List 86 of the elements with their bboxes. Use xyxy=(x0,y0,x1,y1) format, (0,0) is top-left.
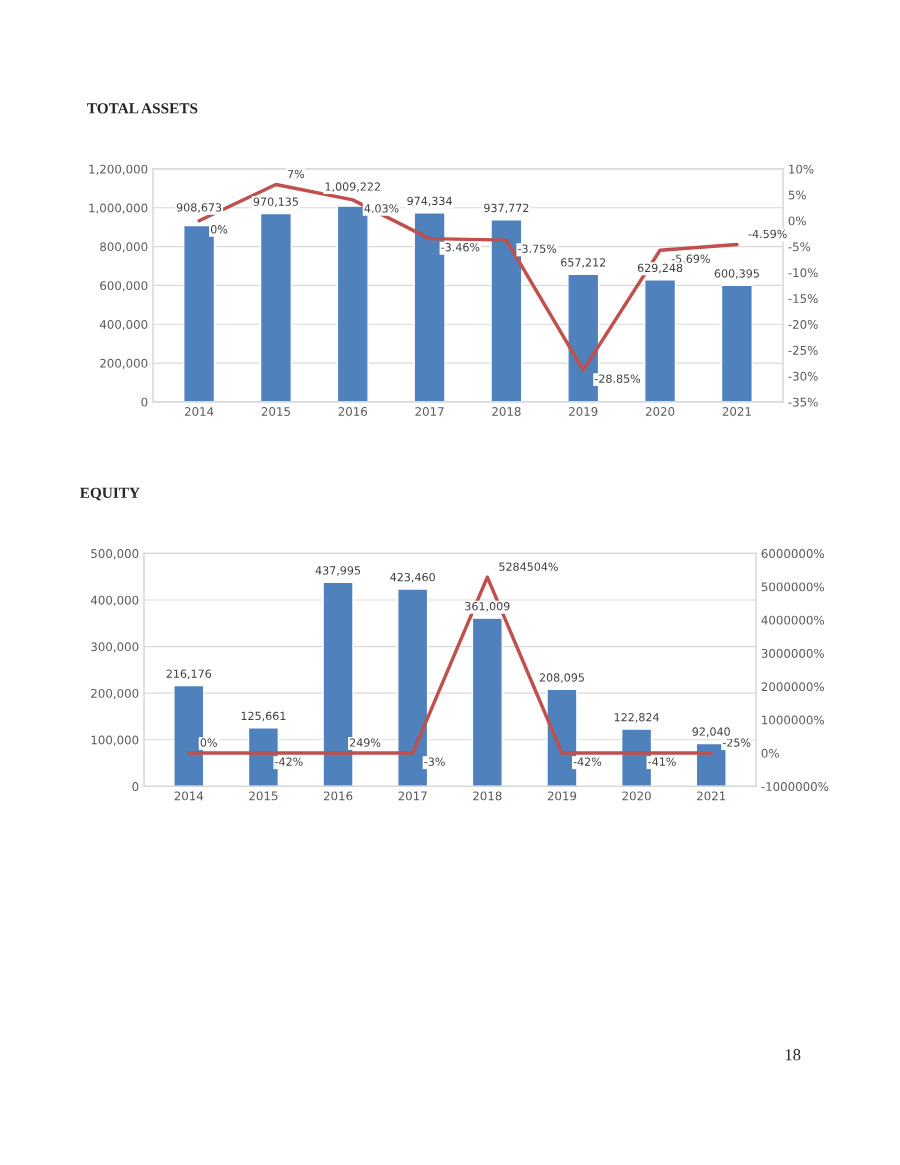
data-label: 970,135 xyxy=(253,197,298,207)
data-label: -3.75% xyxy=(518,244,557,253)
y-tick-label: 200,000 xyxy=(91,688,139,700)
data-label: 0% xyxy=(210,225,228,234)
y2-tick-label: 0% xyxy=(761,748,779,758)
data-label: -41% xyxy=(648,757,676,766)
data-label: 5284504% xyxy=(499,562,558,571)
y2-tick-label: -30% xyxy=(788,371,818,381)
y2-tick-label: -20% xyxy=(788,319,818,329)
bar xyxy=(471,617,503,787)
x-tick-label: 2015 xyxy=(261,406,290,416)
data-label: -42% xyxy=(573,757,602,766)
data-label: 629,248 xyxy=(637,263,683,274)
y-tick-label: 200,000 xyxy=(100,358,148,369)
x-tick-label: 2021 xyxy=(697,791,726,801)
data-label: -5.69% xyxy=(671,254,710,263)
x-tick-label: 2020 xyxy=(645,406,675,416)
y2-tick-label: 5000000% xyxy=(761,582,824,592)
y-tick-label: 400,000 xyxy=(99,319,148,331)
data-label: 600,395 xyxy=(714,269,759,279)
y2-tick-label: -15% xyxy=(788,294,818,304)
bar xyxy=(259,212,292,402)
y2-tick-label: -25% xyxy=(788,345,818,355)
y2-tick-label: 3000000% xyxy=(761,648,824,658)
y-tick-label: 1,200,000 xyxy=(89,164,148,175)
x-tick-label: 2017 xyxy=(398,791,427,801)
y-tick-label: 100,000 xyxy=(91,735,139,746)
data-label: 0% xyxy=(200,738,217,747)
x-tick-label: 2019 xyxy=(569,406,598,416)
bar xyxy=(644,279,677,402)
data-label: 216,176 xyxy=(166,669,212,680)
data-label: 423,460 xyxy=(390,572,435,583)
x-tick-label: 2015 xyxy=(249,791,278,801)
y-tick-label: 600,000 xyxy=(100,281,148,292)
x-tick-label: 2016 xyxy=(338,406,368,416)
data-label: -3.46% xyxy=(441,242,480,252)
y-tick-label: 0 xyxy=(132,782,139,792)
y-tick-label: 300,000 xyxy=(91,642,139,653)
data-label: -42% xyxy=(275,757,303,766)
y2-tick-label: 4000000% xyxy=(761,615,824,625)
y2-tick-label: -1000000% xyxy=(761,782,829,792)
data-label: 249% xyxy=(349,738,381,747)
y-tick-label: 400,000 xyxy=(90,595,139,606)
y2-tick-label: -5% xyxy=(788,242,811,252)
data-label: -3% xyxy=(424,757,445,766)
data-label: 7% xyxy=(287,169,305,179)
data-label: -28.85% xyxy=(594,374,641,383)
y2-tick-label: -10% xyxy=(788,268,818,278)
x-tick-label: 2014 xyxy=(184,406,214,416)
data-label: 92,040 xyxy=(692,727,730,737)
y-tick-label: 1,000,000 xyxy=(89,203,148,214)
x-tick-label: 2016 xyxy=(323,791,353,801)
data-label: 208,095 xyxy=(539,673,584,683)
data-label: -4.59% xyxy=(748,229,787,239)
text: 18 xyxy=(785,1049,801,1061)
chart-title: TOTAL ASSETS xyxy=(87,103,198,114)
data-label: 4.03% xyxy=(364,204,399,213)
x-tick-label: 2021 xyxy=(722,406,751,416)
data-label: 361,009 xyxy=(465,602,510,612)
x-tick-label: 2017 xyxy=(415,406,444,416)
data-label: 908,673 xyxy=(176,203,222,213)
y2-tick-label: 2000000% xyxy=(761,682,824,692)
y-tick-label: 800,000 xyxy=(100,242,148,253)
data-label: 125,661 xyxy=(241,711,286,722)
chart-title: EQUITY xyxy=(80,487,140,501)
data-label: 937,772 xyxy=(484,203,529,214)
data-label: -25% xyxy=(722,738,751,747)
x-tick-label: 2014 xyxy=(174,791,204,801)
y-tick-label: 500,000 xyxy=(91,549,139,560)
y-tick-label: 0 xyxy=(141,397,148,407)
y2-tick-label: 1000000% xyxy=(762,715,824,725)
y2-tick-label: 10% xyxy=(789,164,814,174)
y2-tick-label: -35% xyxy=(788,397,818,407)
data-label: 974,334 xyxy=(407,196,452,207)
y2-tick-label: 6000000% xyxy=(761,549,824,559)
data-label: 122,824 xyxy=(614,713,659,723)
data-label: 657,212 xyxy=(561,258,606,268)
y2-tick-label: 5% xyxy=(788,190,806,200)
data-label: 437,995 xyxy=(315,566,361,576)
x-tick-label: 2018 xyxy=(473,791,502,801)
y2-tick-label: 0% xyxy=(788,216,806,226)
x-tick-label: 2020 xyxy=(622,791,651,801)
x-tick-label: 2018 xyxy=(492,406,521,416)
data-label: 1,009,222 xyxy=(325,182,380,192)
bar xyxy=(720,284,753,402)
x-tick-label: 2019 xyxy=(547,791,577,801)
